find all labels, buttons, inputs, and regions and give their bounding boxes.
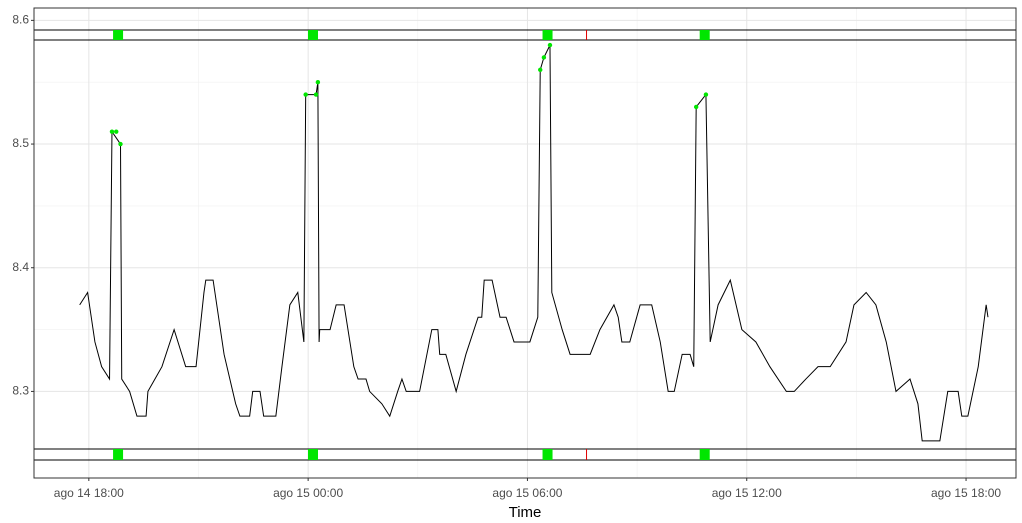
y-tick-label: 8.4 <box>12 260 29 274</box>
y-tick-label: 8.6 <box>12 13 29 27</box>
x-tick-label: ago 15 12:00 <box>712 486 782 500</box>
data-point <box>541 55 547 60</box>
event-mark <box>308 449 319 460</box>
data-point <box>703 92 709 97</box>
event-mark <box>542 30 553 40</box>
event-mark <box>113 449 124 460</box>
x-tick-label: ago 14 18:00 <box>54 486 124 500</box>
data-point <box>114 129 119 134</box>
data-point <box>109 129 115 134</box>
data-point <box>538 67 543 73</box>
event-mark <box>113 30 124 40</box>
x-tick-label: ago 15 00:00 <box>273 486 343 500</box>
data-point <box>547 42 553 48</box>
event-mark <box>699 449 710 460</box>
panel-border <box>33 7 1017 479</box>
data-line <box>79 44 989 442</box>
x-tick-label: ago 15 06:00 <box>492 486 562 500</box>
data-point <box>303 92 308 97</box>
data-point <box>315 80 321 85</box>
data-point <box>313 92 319 97</box>
y-tick-label: 8.3 <box>12 384 29 398</box>
event-mark <box>308 30 319 40</box>
event-mark <box>542 449 553 460</box>
x-axis-title: Time <box>509 504 542 521</box>
event-mark <box>699 30 710 40</box>
x-tick-label: ago 15 18:00 <box>931 486 1001 500</box>
data-point <box>693 104 699 110</box>
y-tick-label: 8.5 <box>12 136 29 150</box>
data-point <box>118 141 123 147</box>
panel <box>34 8 1016 478</box>
